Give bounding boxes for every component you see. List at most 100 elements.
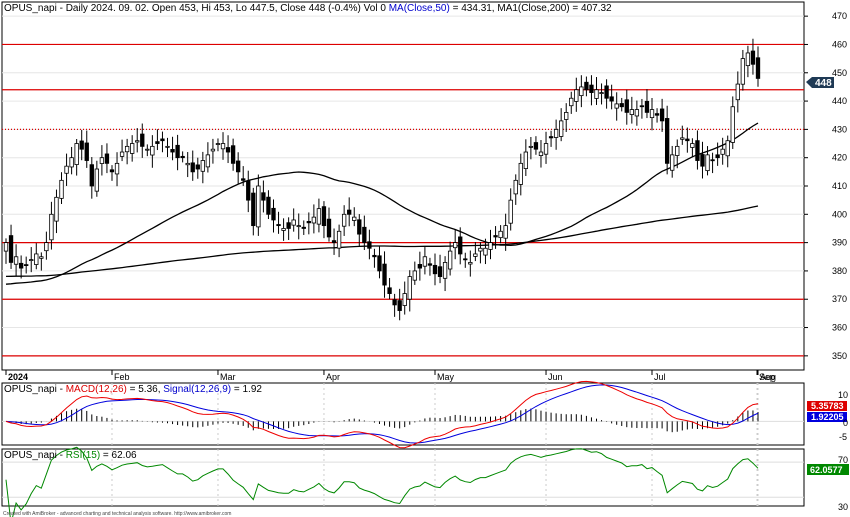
candle-body (89, 164, 94, 187)
candle-body (498, 230, 503, 239)
candle-body (422, 256, 428, 267)
candle-body (564, 112, 569, 120)
candle-body (326, 218, 332, 238)
candle-body (261, 192, 266, 201)
candle-body (69, 157, 74, 168)
candle-body (548, 136, 554, 139)
candle-body (271, 207, 276, 221)
candle-body (124, 145, 130, 153)
candle-body (377, 255, 382, 272)
candle-body (18, 262, 24, 269)
candle-body (664, 118, 670, 164)
candle-body (135, 140, 140, 143)
candle-body (190, 162, 195, 173)
candle-body (755, 57, 761, 79)
candle-body (49, 213, 54, 241)
candle-body (54, 196, 59, 222)
rsi-tick-70: 70 (838, 455, 848, 465)
candle-body (13, 256, 19, 265)
candle-body (508, 199, 513, 224)
candle-body (427, 263, 433, 266)
month-label: Jul (654, 372, 666, 382)
price-tick-label: 400 (832, 209, 847, 219)
candle-body (246, 180, 251, 201)
candle-body (104, 153, 110, 164)
candle-body (670, 154, 675, 171)
candle-body (407, 276, 412, 300)
candle-body (483, 247, 488, 256)
rsi-series (2, 446, 804, 517)
candle-body (584, 81, 589, 91)
candle-body (604, 85, 609, 99)
price-tick-label: 440 (832, 96, 847, 106)
signal-line (5, 384, 759, 444)
candle-body (44, 242, 49, 252)
candle-body (442, 262, 448, 279)
month-label: Feb (114, 372, 130, 382)
candle-body (553, 128, 559, 138)
rsi-header: OPUS_napi - RSI(15) = 62.06 (4, 450, 137, 461)
macd-value-tag: 5.35783 (807, 401, 847, 411)
candle-body (220, 143, 226, 150)
rsi-tick-30: 30 (838, 502, 848, 512)
candle-body (680, 137, 685, 140)
candle-body (59, 179, 64, 199)
signal-value-tag: 1.92205 (807, 412, 847, 422)
candle-body (210, 148, 216, 152)
candle-body (341, 213, 347, 227)
candle-body (528, 145, 534, 148)
candle-body (685, 138, 690, 142)
candle-body (543, 143, 549, 155)
candle-body (352, 216, 357, 221)
candle-body (74, 143, 79, 165)
candle-body (397, 300, 402, 311)
candle-body (609, 96, 614, 102)
price-tick-label: 450 (832, 68, 847, 78)
candle-body (306, 221, 311, 224)
macd-tick-0: 0 (843, 418, 848, 428)
candle-body (266, 196, 271, 215)
candle-body (634, 109, 640, 117)
candle-body (119, 151, 125, 157)
candle-body (594, 89, 599, 99)
price-tick-label: 470 (832, 11, 847, 21)
candle-body (205, 154, 211, 168)
rsi-value-tag: 62.0577 (807, 464, 849, 475)
candle-body (649, 109, 655, 119)
price-tick-label: 390 (832, 238, 847, 248)
candle-body (569, 97, 574, 107)
candle-body (493, 235, 498, 238)
candle-body (8, 235, 14, 263)
candle-body (185, 162, 190, 166)
candle-body (675, 145, 680, 156)
candle-body (180, 155, 185, 159)
candle-body (336, 230, 342, 249)
candle-body (140, 133, 145, 147)
candle-body (145, 148, 150, 151)
svg-text:62.0577: 62.0577 (810, 465, 843, 475)
candle-body (331, 240, 337, 244)
candle-body (200, 160, 205, 172)
macd-header: OPUS_napi - MACD(12,26) = 5.36, Signal(1… (4, 384, 262, 395)
month-label: Sep (759, 372, 775, 382)
candle-body (458, 236, 463, 255)
candle-body (579, 86, 584, 97)
candle-body (725, 140, 730, 157)
candle-body (447, 250, 453, 270)
price-tick-label: 350 (832, 351, 847, 361)
candle-body (695, 140, 700, 161)
candle-body (720, 148, 725, 155)
candle-body (740, 58, 746, 85)
candle-body (281, 228, 286, 231)
candle-body (311, 216, 317, 224)
candle-body (357, 219, 362, 235)
last-price-tag: 448 (806, 77, 834, 89)
candle-body (518, 162, 523, 185)
ma200-line (5, 205, 759, 278)
candle-body (589, 84, 594, 93)
candle-body (235, 160, 241, 173)
candle-body (225, 147, 231, 153)
price-tick-label: 460 (832, 39, 847, 49)
candle-body (316, 208, 322, 225)
